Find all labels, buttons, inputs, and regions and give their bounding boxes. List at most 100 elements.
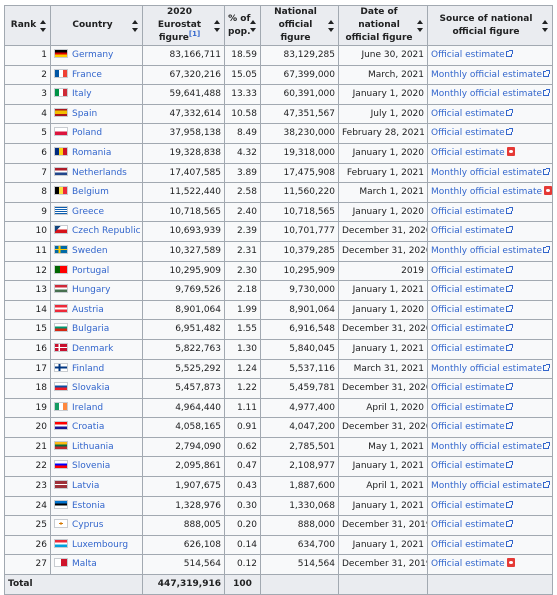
sort-icon[interactable] <box>132 19 139 32</box>
external-link-icon[interactable] <box>505 461 513 469</box>
source-link[interactable]: Official estimate <box>431 539 505 550</box>
source-link[interactable]: Official estimate <box>431 128 505 139</box>
date-header[interactable]: Date of national official figure <box>338 5 428 46</box>
external-link-icon[interactable] <box>543 245 551 253</box>
sort-icon[interactable] <box>542 19 549 32</box>
source-link[interactable]: Official estimate <box>431 402 505 413</box>
external-link-icon[interactable] <box>505 206 513 214</box>
source-link[interactable]: Official estimate <box>431 265 505 276</box>
percent-header[interactable]: % of pop. <box>224 5 261 46</box>
country-link[interactable]: Portugal <box>72 265 110 276</box>
country-link[interactable]: Sweden <box>72 245 108 256</box>
external-link-icon[interactable] <box>505 343 513 351</box>
source-link[interactable]: Official estimate <box>431 285 505 296</box>
source-header[interactable]: Source of national official figure <box>427 5 553 46</box>
pdf-icon[interactable] <box>506 146 515 156</box>
external-link-icon[interactable] <box>505 539 513 547</box>
eurostat-reference-link[interactable]: [1] <box>188 30 201 38</box>
external-link-icon[interactable] <box>543 69 551 77</box>
external-link-icon[interactable] <box>505 402 513 410</box>
country-link[interactable]: Ireland <box>72 402 104 413</box>
source-link[interactable]: Official estimate <box>431 500 505 511</box>
sort-icon[interactable] <box>250 19 257 32</box>
sort-icon[interactable] <box>214 19 221 32</box>
flag-icon[interactable] <box>54 538 68 548</box>
country-link[interactable]: Netherlands <box>72 167 127 178</box>
rank-header[interactable]: Rank <box>4 5 51 46</box>
country-link[interactable]: Cyprus <box>72 520 104 531</box>
source-link[interactable]: Official estimate <box>431 559 505 570</box>
source-link[interactable]: Monthly official estimate <box>431 167 543 178</box>
flag-icon[interactable] <box>54 284 68 294</box>
pdf-icon[interactable] <box>544 186 552 196</box>
external-link-icon[interactable] <box>543 441 551 449</box>
flag-icon[interactable] <box>54 323 68 333</box>
country-link[interactable]: Hungary <box>72 285 111 296</box>
flag-icon[interactable] <box>54 480 68 490</box>
source-link[interactable]: Monthly official estimate <box>431 89 543 100</box>
country-link[interactable]: Denmark <box>72 343 114 354</box>
source-link[interactable]: Official estimate <box>431 324 505 335</box>
flag-icon[interactable] <box>54 460 68 470</box>
source-link[interactable]: Official estimate <box>431 461 505 472</box>
external-link-icon[interactable] <box>505 383 513 391</box>
flag-icon[interactable] <box>54 303 68 313</box>
flag-icon[interactable] <box>54 205 68 215</box>
source-link[interactable]: Official estimate <box>431 304 505 315</box>
country-link[interactable]: Belgium <box>72 187 109 198</box>
flag-icon[interactable] <box>54 166 68 176</box>
external-link-icon[interactable] <box>543 167 551 175</box>
country-link[interactable]: Croatia <box>72 422 105 433</box>
country-link[interactable]: Lithuania <box>72 441 114 452</box>
country-link[interactable]: Poland <box>72 128 103 139</box>
flag-icon[interactable] <box>54 440 68 450</box>
external-link-icon[interactable] <box>543 481 551 489</box>
source-link[interactable]: Official estimate <box>431 383 505 394</box>
source-link[interactable]: Monthly official estimate <box>431 363 543 374</box>
external-link-icon[interactable] <box>543 89 551 97</box>
pdf-icon[interactable] <box>506 558 515 568</box>
country-link[interactable]: Estonia <box>72 500 106 511</box>
source-link[interactable]: Official estimate <box>431 147 505 158</box>
country-link[interactable]: Czech Republic <box>72 226 141 237</box>
source-link[interactable]: Official estimate <box>431 206 505 217</box>
eurostat-header[interactable]: 2020 Eurostat figure[1] <box>142 5 225 46</box>
flag-icon[interactable] <box>54 558 68 568</box>
external-link-icon[interactable] <box>505 265 513 273</box>
flag-icon[interactable] <box>54 186 68 196</box>
country-link[interactable]: Luxembourg <box>72 539 129 550</box>
source-link[interactable]: Official estimate <box>431 50 505 60</box>
country-link[interactable]: Slovakia <box>72 383 110 394</box>
external-link-icon[interactable] <box>543 363 551 371</box>
country-link[interactable]: Bulgaria <box>72 324 110 335</box>
country-link[interactable]: Spain <box>72 108 98 119</box>
flag-icon[interactable] <box>54 362 68 372</box>
flag-icon[interactable] <box>54 107 68 117</box>
external-link-icon[interactable] <box>505 422 513 430</box>
external-link-icon[interactable] <box>505 324 513 332</box>
flag-icon[interactable] <box>54 146 68 156</box>
flag-icon[interactable] <box>54 499 68 509</box>
country-link[interactable]: Germany <box>72 50 114 60</box>
source-link[interactable]: Official estimate <box>431 343 505 354</box>
source-link[interactable]: Monthly official estimate <box>431 187 543 198</box>
country-link[interactable]: France <box>72 69 102 80</box>
source-link[interactable]: Monthly official estimate <box>431 245 543 256</box>
flag-icon[interactable] <box>54 68 68 78</box>
sort-icon[interactable] <box>328 19 335 32</box>
source-link[interactable]: Monthly official estimate <box>431 69 543 80</box>
flag-icon[interactable] <box>54 264 68 274</box>
external-link-icon[interactable] <box>505 50 513 57</box>
source-link[interactable]: Official estimate <box>431 422 505 433</box>
sort-icon[interactable] <box>417 19 424 32</box>
source-link[interactable]: Official estimate <box>431 226 505 237</box>
external-link-icon[interactable] <box>505 500 513 508</box>
country-link[interactable]: Slovenia <box>72 461 111 472</box>
external-link-icon[interactable] <box>505 108 513 116</box>
national-header[interactable]: National official figure <box>260 5 339 46</box>
external-link-icon[interactable] <box>505 226 513 234</box>
country-link[interactable]: Greece <box>72 206 105 217</box>
flag-icon[interactable] <box>54 401 68 411</box>
country-link[interactable]: Latvia <box>72 481 100 492</box>
country-link[interactable]: Romania <box>72 147 112 158</box>
